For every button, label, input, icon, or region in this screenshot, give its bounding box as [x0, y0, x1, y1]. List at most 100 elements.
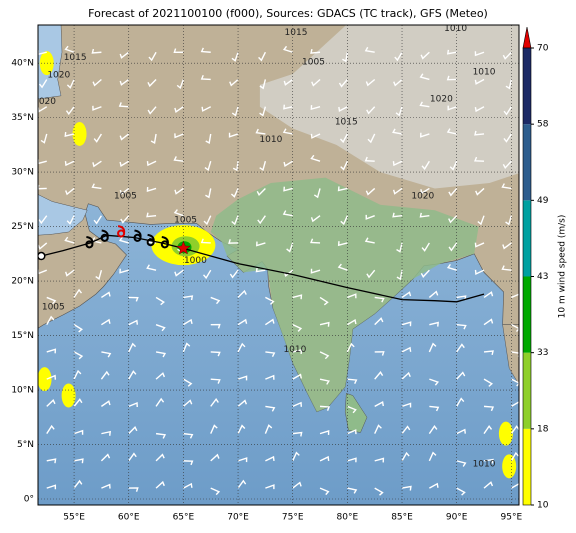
y-tick-label: 15°N — [11, 331, 34, 341]
wind-barb — [200, 47, 211, 53]
wind-barb — [237, 375, 248, 381]
wind-barb — [392, 212, 403, 218]
wind-barb — [202, 269, 212, 280]
wind-barb — [73, 288, 83, 298]
y-tick-label: 30°N — [11, 168, 34, 178]
wind-barb — [205, 133, 212, 144]
wind-barb — [292, 481, 302, 489]
wind-barb — [429, 405, 440, 412]
x-tick-label: 70°E — [227, 513, 249, 523]
wind-barb — [231, 215, 239, 226]
wind-barb — [310, 215, 321, 223]
wind-barb — [446, 75, 457, 81]
wind-barb — [319, 296, 329, 306]
wind-barb — [183, 295, 194, 301]
wind-barb — [259, 79, 267, 90]
colorbar-segment — [523, 200, 531, 277]
wind-barb — [501, 265, 512, 271]
wind-barb — [428, 290, 439, 298]
wind-barb — [146, 264, 157, 271]
wind-barb — [394, 51, 403, 62]
wind-shade — [61, 383, 76, 408]
isobar-label: 1010 — [473, 460, 496, 470]
wind-barb — [510, 401, 519, 407]
wind-barb — [474, 51, 485, 57]
wind-barb — [210, 424, 218, 434]
colorbar-tick-label: 58 — [537, 120, 549, 130]
wind-barb — [446, 49, 457, 55]
wind-barb — [282, 128, 293, 135]
wind-barb — [510, 425, 519, 435]
wind-barb — [66, 79, 75, 89]
wind-barb — [73, 479, 83, 489]
wind-barb — [40, 133, 48, 144]
wind-barb — [183, 460, 194, 466]
wind-barb — [146, 187, 157, 193]
wind-barb — [182, 342, 191, 353]
wind-barb — [505, 215, 513, 226]
wind-barb — [420, 132, 430, 138]
wind-barb — [420, 187, 430, 195]
wind-barb — [428, 451, 437, 462]
colorbar-segment — [523, 276, 531, 353]
wind-barb — [310, 154, 321, 162]
wind-barb — [237, 424, 246, 434]
wind-barb — [38, 184, 47, 190]
wind-barb — [64, 236, 75, 244]
wind-barb — [155, 351, 167, 358]
wind-barb — [237, 289, 247, 298]
wind-barb — [282, 45, 293, 53]
wind-barb — [292, 401, 303, 408]
wind-barb — [448, 215, 458, 224]
wind-barb — [237, 342, 246, 353]
wind-barb — [474, 106, 485, 113]
wind-barb — [257, 215, 266, 225]
wind-barb — [374, 296, 385, 303]
storm-icon — [85, 236, 94, 249]
y-tick-label: 25°N — [11, 222, 34, 232]
wind-barb — [93, 215, 102, 225]
wind-barb — [173, 156, 184, 162]
wind-barb — [310, 268, 321, 274]
wind-barb — [401, 346, 412, 353]
wind-barb — [473, 156, 485, 162]
wind-barb — [319, 405, 331, 411]
wind-barb — [474, 130, 485, 136]
wind-barb — [365, 187, 376, 196]
storm-icon — [117, 225, 126, 238]
wind-barb — [210, 351, 221, 357]
wind-barb — [101, 318, 111, 326]
wind-barb — [120, 215, 130, 224]
wind-barb — [286, 242, 294, 253]
wind-barb — [237, 457, 248, 463]
wind-barb — [429, 321, 439, 327]
wind-barb — [265, 296, 275, 305]
x-tick-label: 85°E — [391, 513, 413, 523]
x-tick-label: 55°E — [63, 513, 85, 523]
wind-barb — [392, 128, 403, 135]
wind-barb — [401, 291, 412, 298]
wind-barb — [342, 52, 349, 63]
wind-barb — [231, 52, 239, 62]
wind-barb — [365, 78, 376, 87]
current-position — [176, 240, 191, 255]
wind-barb — [401, 371, 411, 380]
colorbar-tick-label: 10 — [537, 501, 549, 511]
wind-barb — [340, 160, 349, 171]
wind-barb — [46, 484, 57, 490]
x-tick-label: 65°E — [173, 513, 195, 523]
wind-barb — [65, 106, 75, 116]
wind-barb — [64, 45, 75, 53]
wind-barb — [419, 101, 430, 108]
wind-barb — [282, 210, 293, 217]
track-start — [38, 251, 46, 261]
wind-barb — [283, 78, 294, 86]
wind-barb — [101, 483, 111, 489]
y-tick-label: 0° — [24, 495, 34, 505]
wind-barb — [310, 238, 321, 244]
colorbar-tick-label: 18 — [537, 424, 549, 434]
wind-barb — [210, 378, 221, 384]
wind-barb — [119, 133, 130, 141]
wind-barb — [456, 460, 467, 467]
